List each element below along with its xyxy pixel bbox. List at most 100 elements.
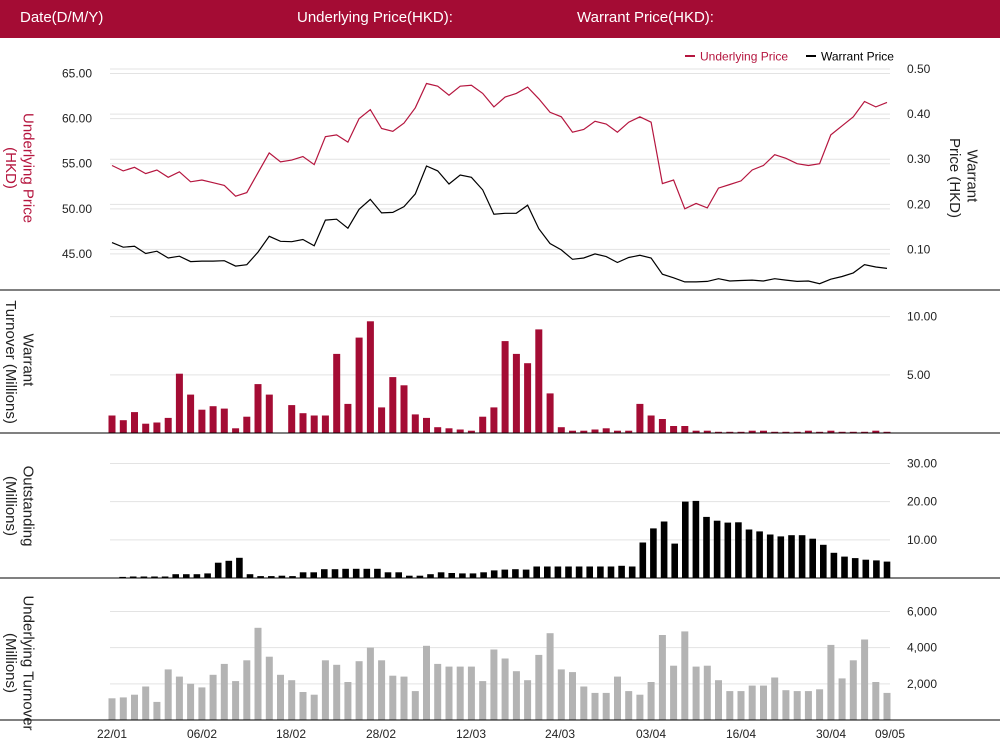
warrant-price-line bbox=[111, 165, 888, 285]
outstanding-bar bbox=[618, 565, 625, 578]
warrant-turnover-bar bbox=[849, 431, 857, 433]
warrant-turnover-bar bbox=[288, 405, 296, 433]
outstanding-axis-tick-label: 10.00 bbox=[907, 533, 937, 547]
underlying-turnover-bar bbox=[299, 692, 307, 720]
outstanding-bar bbox=[352, 568, 360, 578]
outstanding-axis-title: Outstanding(Millions) bbox=[2, 466, 36, 547]
warrant-turnover-bar bbox=[569, 430, 576, 433]
x-tick-label: 03/04 bbox=[636, 727, 666, 741]
x-tick-label: 06/02 bbox=[187, 727, 217, 741]
underlying-turnover-bar bbox=[782, 690, 790, 720]
underlying-turnover-bar bbox=[131, 694, 138, 720]
outstanding-bar bbox=[512, 569, 519, 578]
warrant-turnover-bar bbox=[872, 430, 880, 433]
outstanding-bar bbox=[236, 557, 243, 578]
underlying-turnover-bar bbox=[288, 680, 296, 720]
price-right-axis-tick-label: 0.40 bbox=[907, 107, 931, 121]
outstanding-bar bbox=[406, 575, 413, 578]
outstanding-bar bbox=[862, 559, 870, 578]
outstanding-bar bbox=[501, 569, 509, 578]
warrant-turnover-bar bbox=[883, 431, 891, 433]
warrant-turnover-bar bbox=[524, 363, 532, 433]
outstanding-bar bbox=[490, 570, 498, 578]
underlying-turnover-bar bbox=[760, 685, 767, 720]
underlying-turnover-bar bbox=[389, 675, 397, 720]
underlying-turnover-bar bbox=[692, 666, 700, 720]
warrant-turnover-bar bbox=[175, 373, 183, 433]
underlying-turnover-bar bbox=[456, 666, 464, 720]
underlying-turnover-bar bbox=[861, 639, 869, 720]
warrant-turnover-bar bbox=[153, 422, 161, 433]
outstanding-bar bbox=[522, 569, 530, 578]
outstanding-bar bbox=[554, 566, 562, 578]
warrant-turnover-axis-tick-label: 5.00 bbox=[907, 368, 931, 382]
warrant-price-label: Warrant Price(HKD): bbox=[577, 9, 714, 26]
underlying-turnover-bar bbox=[333, 664, 341, 720]
outstanding-bar bbox=[310, 572, 317, 578]
warrant-turnover-bar bbox=[321, 415, 329, 433]
warrant-turnover-bar bbox=[692, 430, 700, 433]
warrant-turnover-bar bbox=[164, 417, 172, 433]
warrant-price-axis-title: Warrant Price (HKD) bbox=[946, 138, 980, 218]
outstanding-bar bbox=[586, 566, 593, 578]
warrant-price-legend-label: Warrant Price bbox=[821, 50, 894, 64]
underlying-price-legend-label: Underlying Price bbox=[700, 50, 788, 64]
warrant-turnover-bar bbox=[299, 413, 307, 433]
outstanding-bar bbox=[766, 534, 774, 578]
underlying-turnover-axis-tick-label: 2,000 bbox=[907, 677, 937, 691]
outstanding-bar bbox=[278, 575, 286, 578]
warrant-turnover-bar bbox=[333, 353, 341, 433]
outstanding-bar bbox=[809, 538, 816, 578]
warrant-turnover-bar bbox=[119, 420, 127, 433]
warrant-turnover-bar bbox=[760, 430, 767, 433]
outstanding-bar bbox=[544, 566, 551, 578]
warrant-turnover-bar bbox=[838, 431, 846, 433]
warrant-turnover-bar bbox=[748, 430, 756, 433]
outstanding-bar bbox=[193, 574, 201, 578]
warrant-turnover-bar bbox=[355, 337, 363, 433]
warrant-turnover-bar bbox=[445, 428, 453, 433]
underlying-turnover-bar bbox=[816, 689, 824, 721]
x-tick-label: 09/05 bbox=[875, 727, 905, 741]
outstanding-bar bbox=[151, 576, 158, 578]
price-right-axis-tick-label: 0.10 bbox=[907, 242, 931, 256]
warrant-turnover-bar bbox=[827, 430, 835, 433]
price-right-axis-tick-label: 0.20 bbox=[907, 197, 931, 211]
warrant-turnover-bar bbox=[378, 407, 386, 433]
outstanding-bar bbox=[342, 568, 349, 578]
warrant-turnover-bar bbox=[614, 430, 621, 433]
outstanding-bar bbox=[289, 576, 296, 578]
underlying-turnover-bar bbox=[647, 682, 655, 720]
outstanding-bar bbox=[650, 528, 657, 578]
underlying-turnover-bar bbox=[546, 633, 554, 720]
outstanding-bar bbox=[384, 572, 392, 578]
underlying-turnover-bar bbox=[479, 681, 487, 720]
underlying-turnover-bar bbox=[771, 677, 779, 720]
outstanding-bar bbox=[129, 576, 137, 578]
outstanding-bar bbox=[873, 560, 880, 578]
date-label: Date(D/M/Y) bbox=[20, 9, 104, 26]
underlying-turnover-bar bbox=[108, 698, 116, 720]
underlying-turnover-bar bbox=[209, 674, 217, 720]
underlying-turnover-bar bbox=[580, 686, 588, 720]
underlying-turnover-bar bbox=[220, 663, 228, 720]
outstanding-axis-tick-label: 20.00 bbox=[907, 495, 937, 509]
warrant-turnover-bar bbox=[816, 431, 824, 433]
underlying-turnover-bar bbox=[243, 660, 251, 720]
outstanding-bar bbox=[607, 566, 615, 578]
warrant-turnover-bar bbox=[209, 406, 217, 433]
price-left-axis-tick-label: 60.00 bbox=[62, 112, 92, 126]
underlying-turnover-bar bbox=[569, 672, 576, 720]
outstanding-bar bbox=[798, 535, 806, 578]
warrant-turnover-bar bbox=[647, 415, 655, 433]
x-tick-label: 12/03 bbox=[456, 727, 486, 741]
outstanding-bar bbox=[533, 566, 540, 578]
warrant-turnover-bar bbox=[535, 329, 543, 433]
outstanding-bar bbox=[830, 552, 838, 578]
x-tick-label: 22/01 bbox=[97, 727, 127, 741]
price-left-axis-tick-label: 55.00 bbox=[62, 157, 92, 171]
underlying-turnover-bar bbox=[366, 647, 374, 720]
underlying-price-axis-title: Underlying Price(HKD) bbox=[2, 113, 36, 223]
underlying-turnover-bar bbox=[625, 691, 633, 720]
outstanding-bar bbox=[703, 516, 710, 578]
